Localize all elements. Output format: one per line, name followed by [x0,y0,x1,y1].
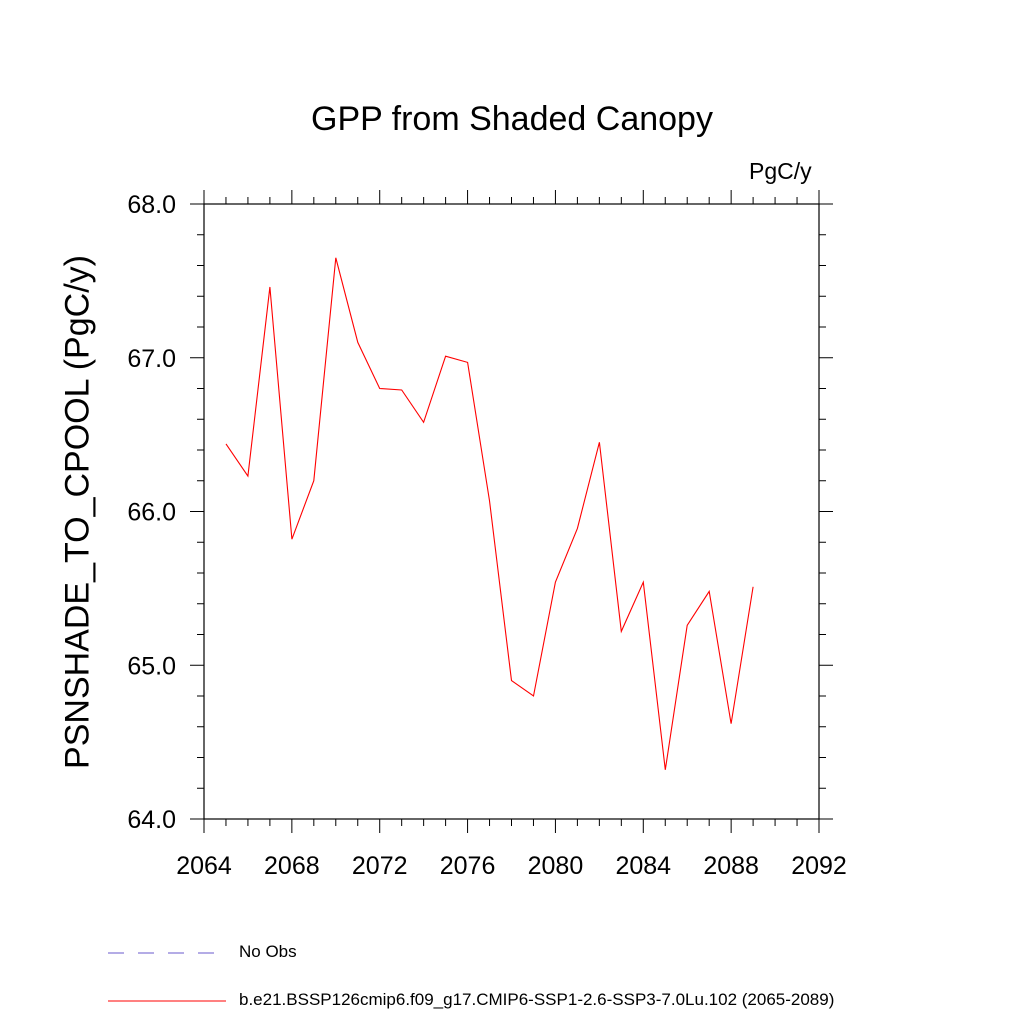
series-line [225,257,754,770]
x-tick-label: 2064 [176,852,232,880]
y-tick-label: 65.0 [127,652,176,680]
axis-ticks [190,190,833,833]
legend-label-series: b.e21.BSSP126cmip6.f09_g17.CMIP6-SSP1-2.… [239,990,835,1009]
y-tick-label: 67.0 [127,345,176,373]
units-label: PgC/y [749,158,812,184]
y-tick-label: 64.0 [127,806,176,834]
x-tick-label: 2068 [264,852,320,880]
x-tick-label: 2072 [352,852,408,880]
y-axis-label: PSNSHADE_TO_CPOOL (PgC/y) [58,255,97,769]
x-tick-label: 2076 [440,852,496,880]
legend-lines [108,952,226,1002]
y-tick-label: 68.0 [127,191,176,219]
legend-label-no-obs: No Obs [239,942,297,961]
x-tick-label: 2084 [615,852,671,880]
axis-tick-labels: 2064 2068 2072 2076 2080 2084 2088 2092 64.0 65.0… [127,191,846,880]
x-tick-label: 2092 [791,852,847,880]
chart-title: GPP from Shaded Canopy [311,100,713,138]
x-tick-label: 2080 [528,852,584,880]
y-tick-label: 66.0 [127,499,176,527]
x-tick-label: 2088 [703,852,759,880]
plot-frame [203,203,820,820]
data-series [225,257,754,770]
